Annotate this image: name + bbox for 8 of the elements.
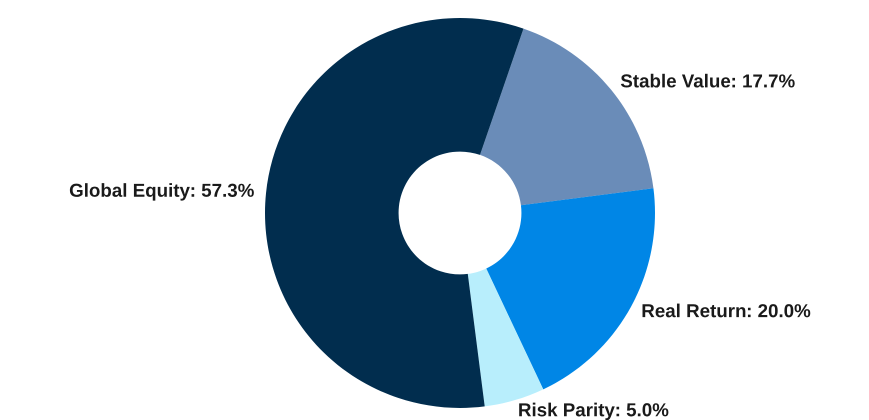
data-label: : 20.0% (748, 304, 810, 318)
data-label: : 5.0% (616, 403, 668, 416)
data-label: : 17.7% (732, 74, 795, 88)
slice-label: Global Equity (70, 183, 190, 201)
slice-label: Stable Value (620, 74, 730, 88)
slice-label: Risk Parity (519, 402, 615, 420)
slice-label: Real Return (642, 304, 746, 318)
data-label: : 57.3% (192, 184, 254, 197)
